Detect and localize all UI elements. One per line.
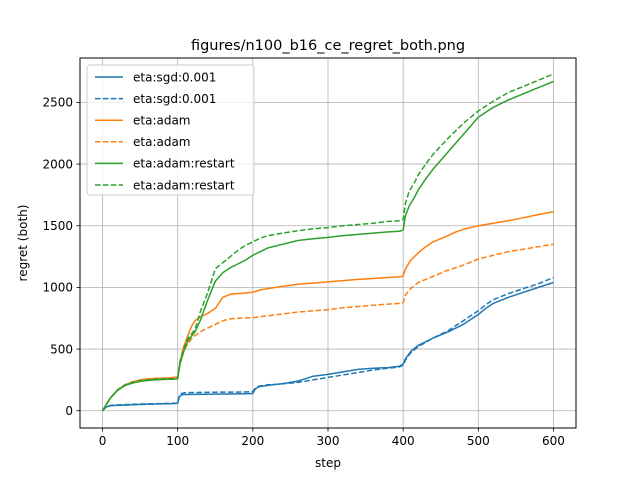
legend-label: eta:sgd:0.001 [133, 92, 216, 106]
series-line-3 [101, 210, 554, 412]
x-ticks: 0 100 200 300 400 500 600 [99, 428, 565, 448]
x-tick-label: 600 [542, 434, 565, 448]
x-tick-label: 100 [166, 434, 189, 448]
series-line-2 [101, 276, 554, 412]
series-line-5 [101, 80, 554, 412]
legend-label: eta:adam [133, 114, 191, 128]
y-tick-label: 2500 [42, 96, 73, 110]
x-tick-label: 500 [467, 434, 490, 448]
legend-label: eta:adam:restart [133, 157, 235, 171]
series-lines [101, 73, 554, 412]
y-tick-label: 1500 [42, 219, 73, 233]
series-line-6 [101, 73, 554, 412]
chart-title: figures/n100_b16_ce_regret_both.png [191, 38, 465, 54]
legend-label: eta:adam [133, 135, 191, 149]
y-tick-label: 2000 [42, 157, 73, 171]
y-tick-label: 1000 [42, 281, 73, 295]
y-tick-label: 0 [65, 404, 73, 418]
x-tick-label: 300 [317, 434, 340, 448]
legend-label: eta:sgd:0.001 [133, 70, 216, 84]
x-axis-label: step [315, 456, 341, 470]
y-axis-label: regret (both) [16, 205, 30, 282]
legend-box [86, 64, 255, 196]
y-ticks: 0 500 1000 1500 2000 2500 [42, 96, 80, 418]
legend: eta:sgd:0.001 eta:sgd:0.001 eta:adam eta:ad… [86, 64, 255, 196]
x-tick-label: 200 [241, 434, 264, 448]
y-tick-label: 500 [50, 342, 73, 356]
x-tick-label: 400 [392, 434, 415, 448]
legend-label: eta:adam:restart [133, 178, 235, 192]
x-tick-label: 0 [99, 434, 107, 448]
